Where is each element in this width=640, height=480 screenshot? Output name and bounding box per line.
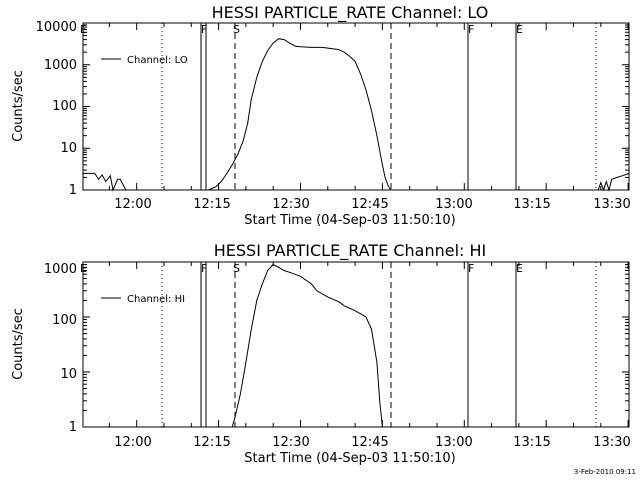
chart-title-lo: HESSI PARTICLE_RATE Channel: LO (212, 3, 489, 23)
legend-label-hi: Channel: HI (127, 294, 185, 305)
y-ticks-lo (83, 24, 629, 191)
xtick-label-hi-1200: 12:00 (114, 435, 151, 450)
ytick-label-lo-10000: 10000 (36, 20, 77, 35)
marker-label-lo-s: S (233, 23, 240, 36)
legend-lo: Channel: LO (101, 55, 188, 66)
legend-label-lo: Channel: LO (127, 55, 188, 66)
ytick-label-lo-1: 1 (69, 183, 77, 198)
xtick-label-lo-1215: 12:15 (193, 197, 230, 212)
marker-label-hi-f1: F (201, 262, 207, 275)
xtick-label-hi-1245: 12:45 (351, 435, 388, 450)
marker-label-hi-s: S (233, 262, 240, 275)
xtick-label-hi-1330: 13:30 (593, 435, 630, 450)
x-ticks-lo (108, 23, 629, 190)
x-axis-label-hi: Start Time (04-Sep-03 11:50:10) (244, 451, 455, 466)
panel-lo: HESSI PARTICLE_RATE Channel: LO E F S F … (11, 3, 631, 228)
xtick-label-lo-1330: 13:30 (593, 197, 630, 212)
xtick-label-hi-1300: 13:00 (435, 435, 472, 450)
marker-label-lo-f1: F (201, 23, 207, 36)
xtick-label-hi-1230: 12:30 (272, 435, 309, 450)
panel-hi: HESSI PARTICLE_RATE Channel: HI E F S F … (11, 241, 631, 466)
series-line-hi (231, 263, 383, 428)
ytick-label-lo-1000: 1000 (44, 58, 77, 73)
marker-label-lo-e2: E (516, 23, 523, 36)
ytick-label-lo-100: 100 (52, 99, 77, 114)
ytick-label-hi-100: 100 (52, 313, 77, 328)
x-axis-label-lo: Start Time (04-Sep-03 11:50:10) (244, 213, 455, 228)
xtick-label-lo-1315: 13:15 (513, 197, 550, 212)
xtick-label-hi-1315: 13:15 (513, 435, 550, 450)
ytick-label-hi-10: 10 (60, 367, 77, 382)
plot-frame-lo (82, 22, 630, 191)
marker-label-hi-f2: F (468, 262, 474, 275)
ytick-label-hi-1: 1 (69, 420, 77, 435)
y-axis-label-hi: Counts/sec (11, 308, 26, 380)
y-ticks-hi (83, 264, 629, 428)
chart-title-hi: HESSI PARTICLE_RATE Channel: HI (214, 241, 487, 261)
xtick-label-hi-1215: 12:15 (193, 435, 230, 450)
footer-timestamp: 3-Feb-2010 09:11 (574, 468, 636, 476)
marker-label-hi-e2: E (516, 262, 523, 275)
ytick-label-hi-1000: 1000 (44, 262, 77, 277)
xtick-label-lo-1245: 12:45 (351, 197, 388, 212)
xtick-label-lo-1300: 13:00 (435, 197, 472, 212)
xtick-label-lo-1200: 12:00 (114, 197, 151, 212)
legend-hi: Channel: HI (101, 294, 185, 305)
xtick-label-lo-1230: 12:30 (272, 197, 309, 212)
plot-frame-hi (82, 261, 630, 428)
x-ticks-hi (108, 262, 629, 427)
marker-label-lo-f2: F (468, 23, 474, 36)
y-axis-label-lo: Counts/sec (11, 70, 26, 142)
ytick-label-lo-10: 10 (60, 141, 77, 156)
